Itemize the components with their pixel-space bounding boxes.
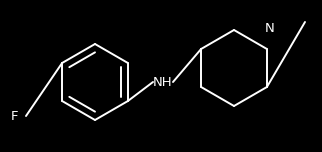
Text: F: F (11, 109, 18, 123)
Text: NH: NH (153, 76, 173, 88)
Text: N: N (265, 21, 275, 35)
